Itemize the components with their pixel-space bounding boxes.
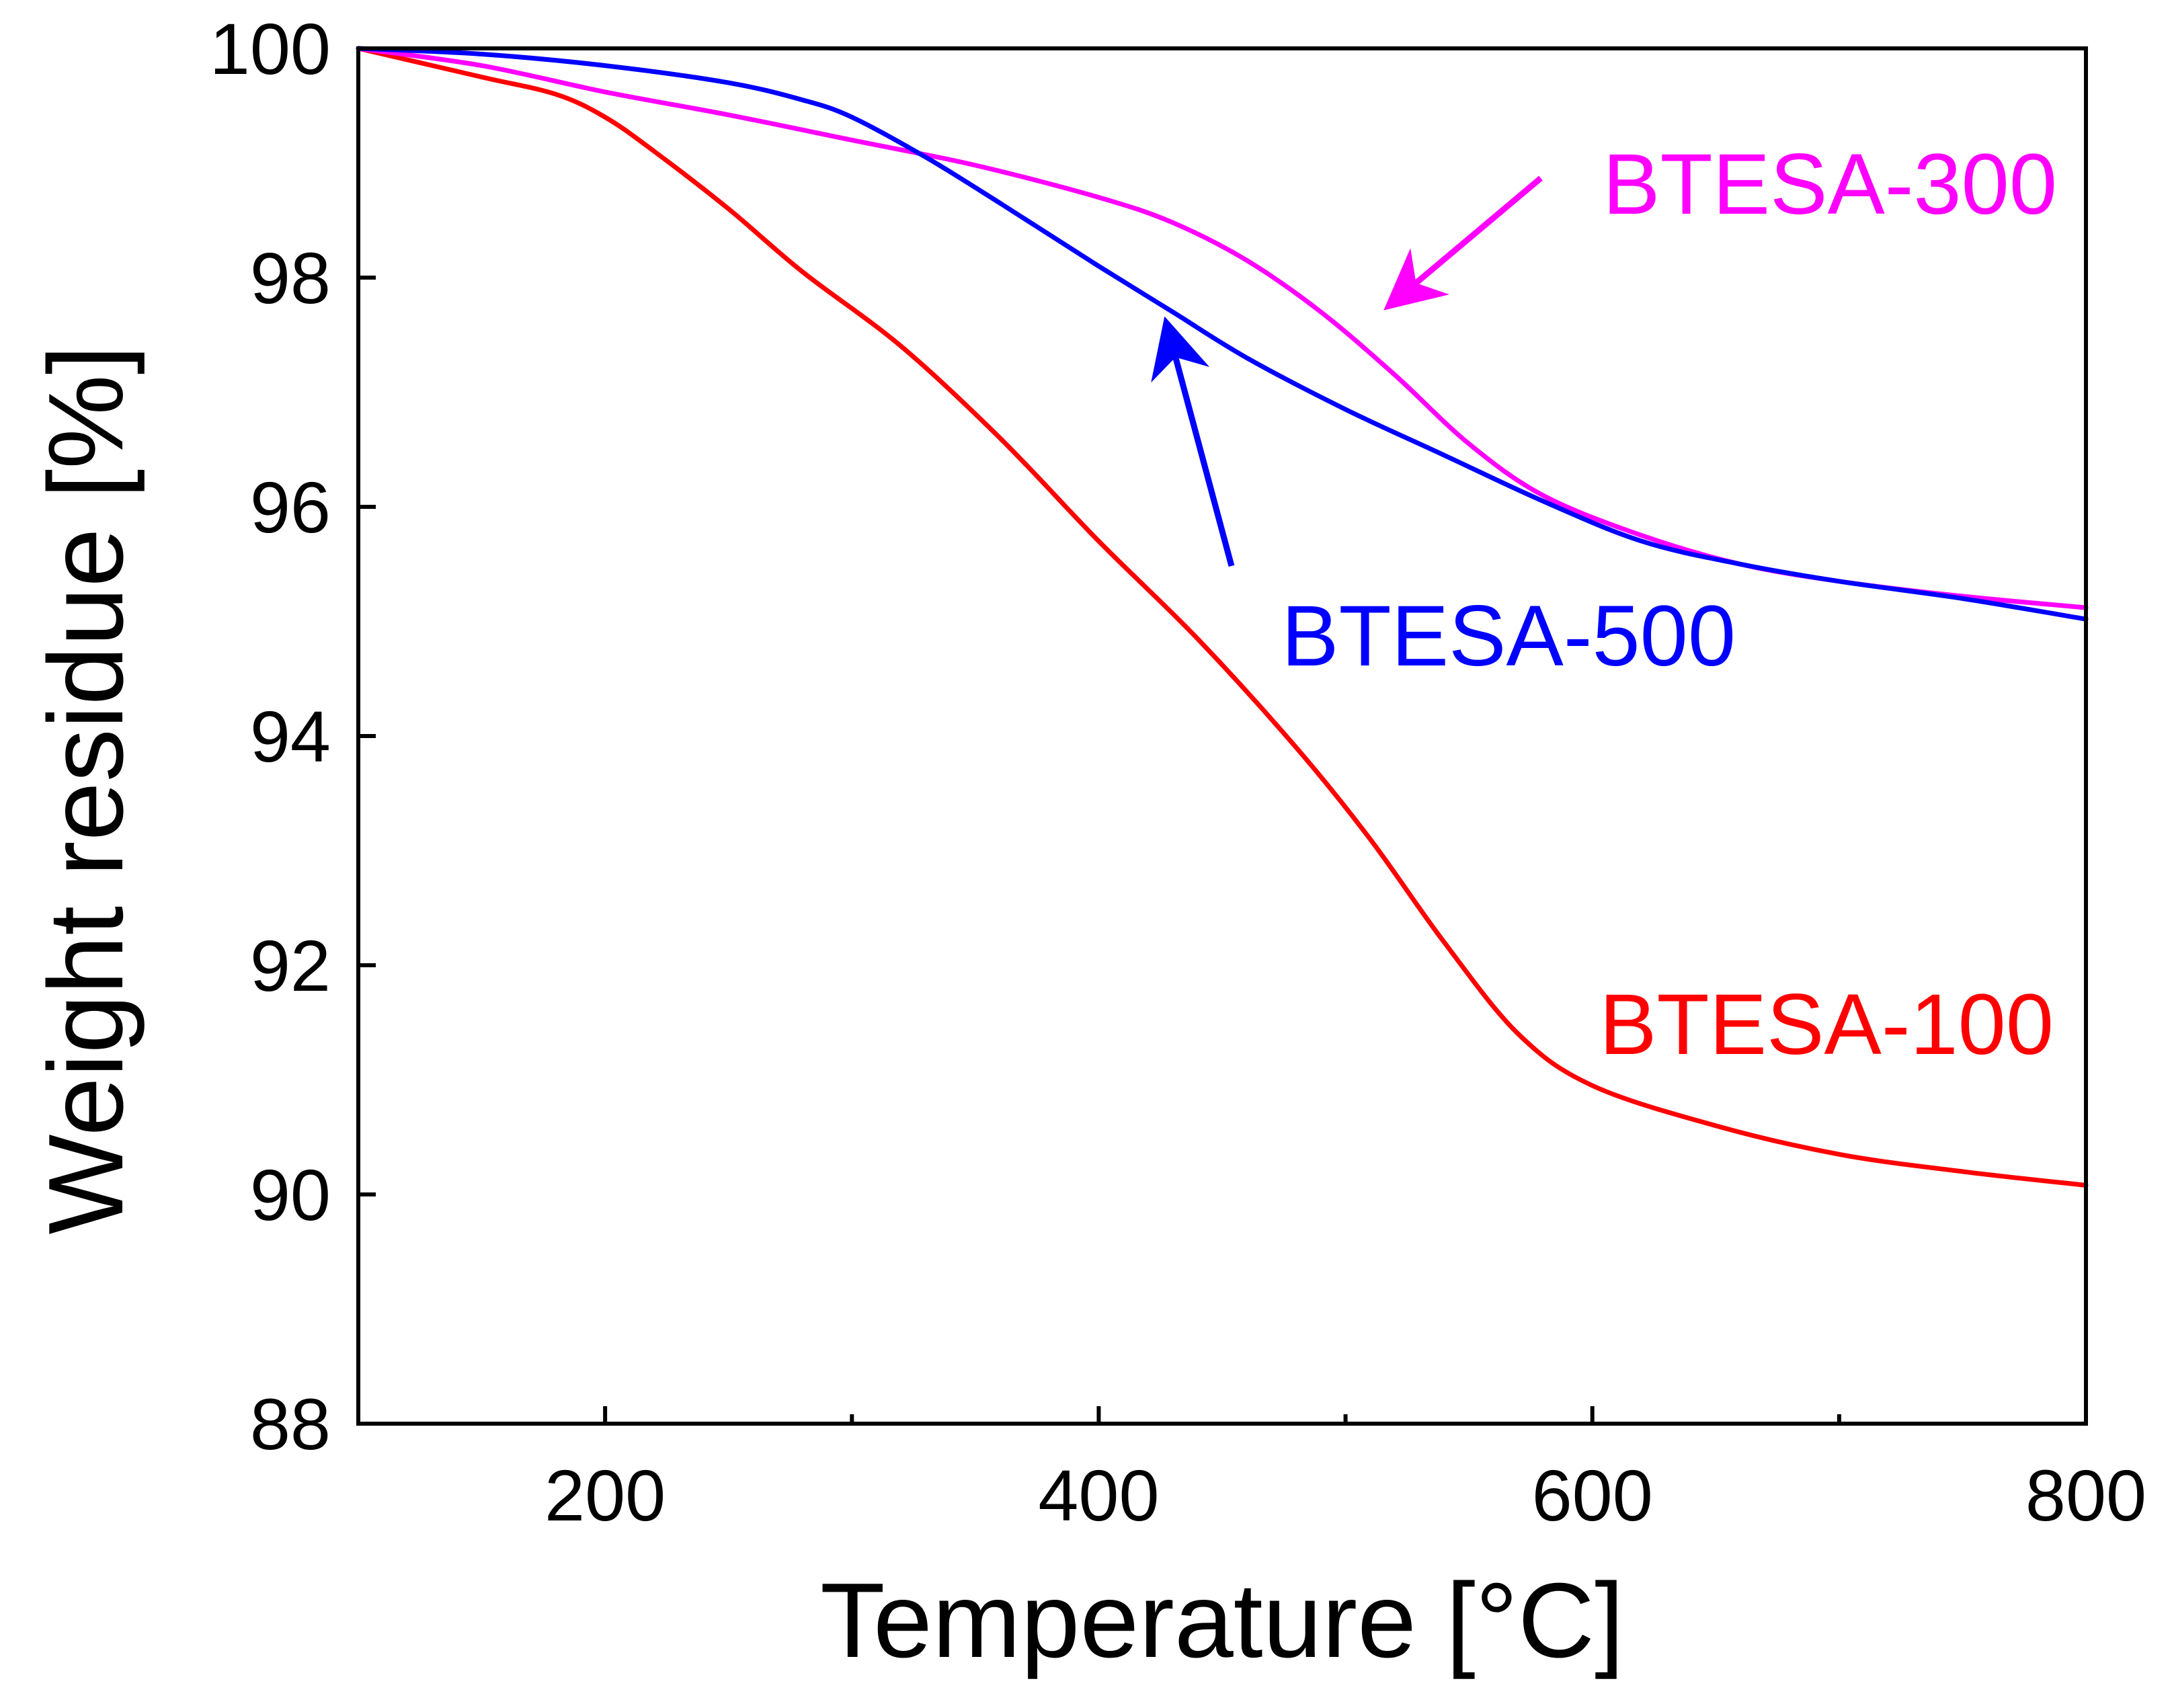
x-axis: 200 400 600 800 — [545, 1406, 2146, 1536]
series-label-btesa-500: BTESA-500 — [1281, 588, 1736, 684]
y-tick-label: 88 — [250, 1383, 331, 1465]
y-tick-label: 96 — [250, 466, 331, 548]
series-label-btesa-100: BTESA-100 — [1599, 977, 2054, 1073]
x-axis-title: Temperature [°C] — [820, 1561, 1624, 1680]
y-tick-label: 100 — [210, 8, 331, 89]
annotation-arrow-btesa-300 — [1383, 175, 1543, 311]
y-axis-title: Weight residue [%] — [27, 345, 145, 1234]
y-tick-label: 94 — [250, 696, 331, 777]
y-tick-label: 90 — [250, 1154, 331, 1235]
x-tick-label: 600 — [1532, 1455, 1653, 1536]
y-axis: 88 90 92 94 96 98 100 — [210, 8, 376, 1465]
x-tick-label: 200 — [545, 1455, 666, 1536]
series-label-btesa-300: BTESA-300 — [1603, 136, 2057, 233]
y-tick-label: 98 — [250, 237, 331, 319]
x-tick-label: 800 — [2025, 1455, 2146, 1536]
y-tick-label: 92 — [250, 925, 331, 1006]
plot-frame — [356, 46, 2088, 1426]
series-line-btesa-100 — [356, 46, 2089, 1188]
x-tick-label: 400 — [1038, 1455, 1159, 1536]
annotation-arrow-btesa-500 — [1151, 316, 1235, 567]
